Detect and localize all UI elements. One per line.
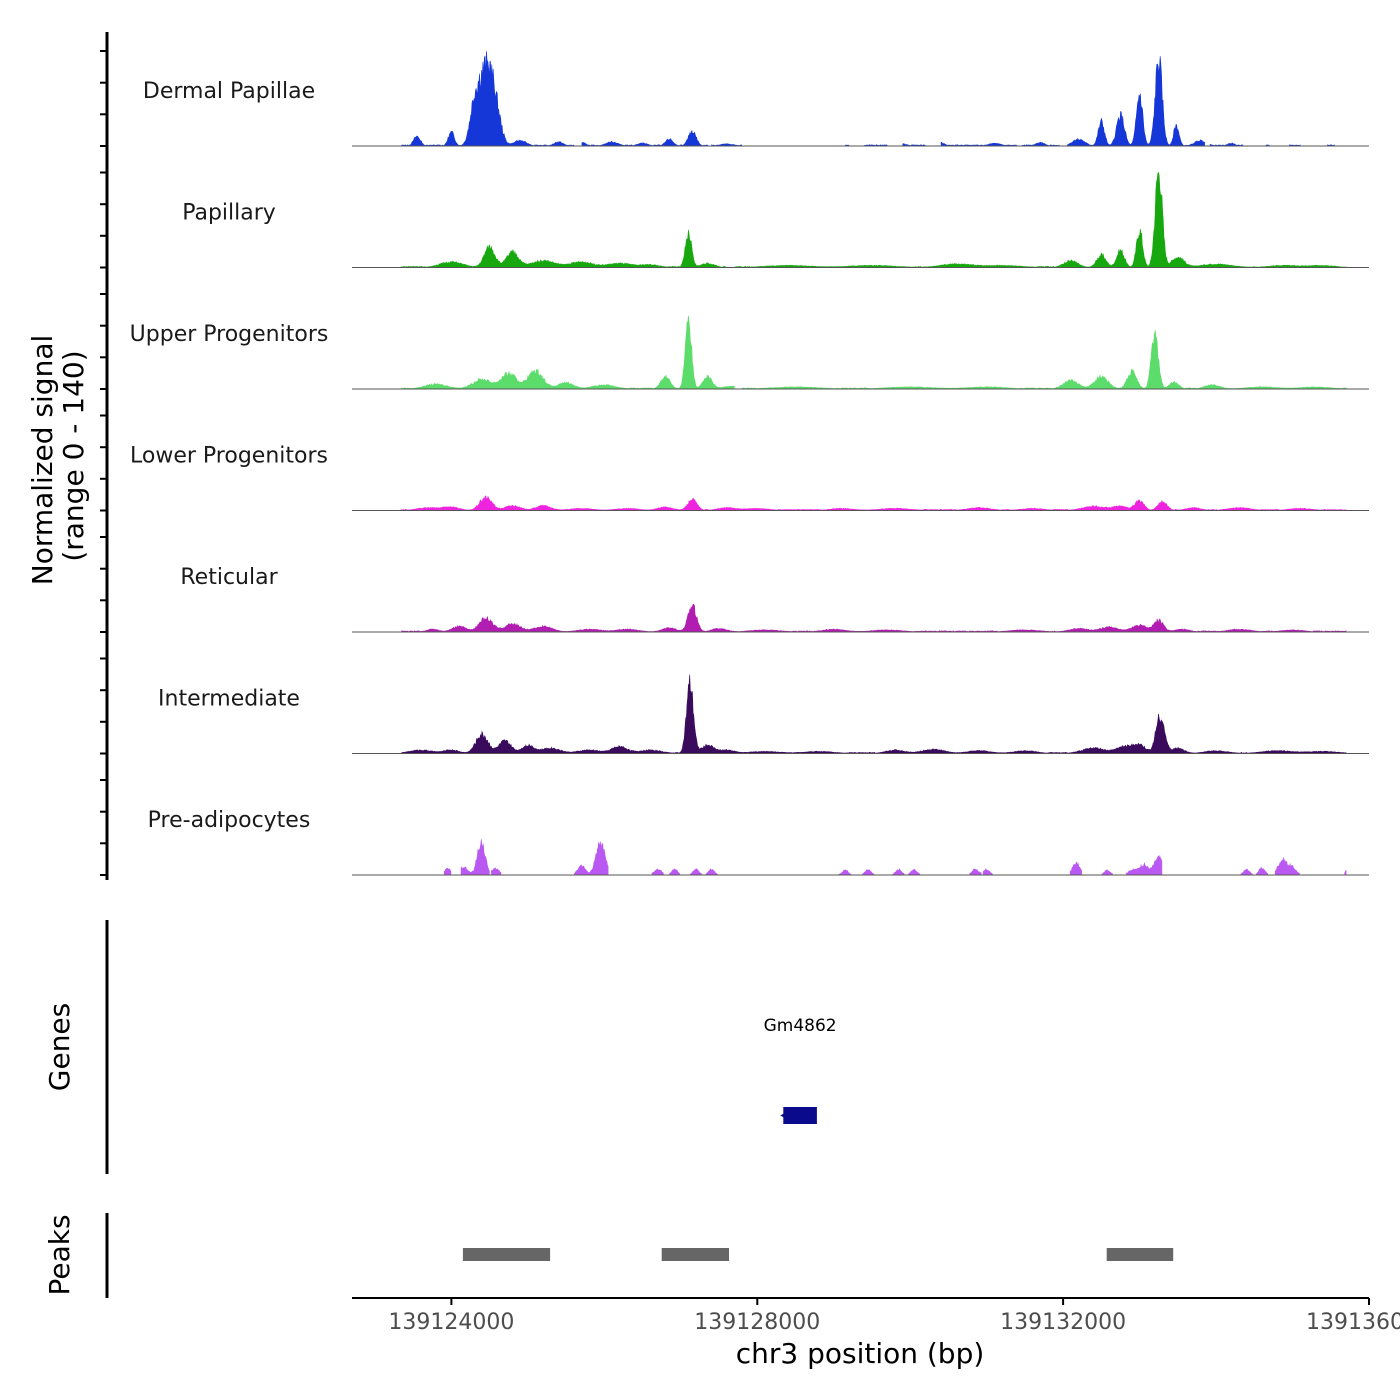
peaks-panel-label: Peaks	[43, 1214, 76, 1295]
track-papillary: Papillary	[182, 172, 1369, 268]
gene-label: Gm4862	[764, 1016, 837, 1036]
track-label: Intermediate	[158, 687, 300, 712]
x-axis-title: chr3 position (bp)	[736, 1337, 985, 1370]
genes-track: Gm4862	[764, 1016, 837, 1124]
x-tick-label: 139124000	[388, 1310, 514, 1335]
x-tick-label: 139132000	[1000, 1310, 1126, 1335]
track-intermediate: Intermediate	[158, 674, 1369, 754]
track-label: Dermal Papillae	[143, 79, 315, 104]
signal-area	[401, 51, 1335, 147]
peak-region	[462, 1248, 551, 1261]
track-upper-progenitors: Upper Progenitors	[130, 315, 1369, 390]
signal-tracks: Dermal Papillae Papillary Upper Progenitor…	[130, 51, 1369, 876]
genes-panel-label: Genes	[43, 1003, 76, 1091]
track-reticular: Reticular	[180, 565, 1369, 633]
track-label: Reticular	[180, 565, 278, 590]
peak-region	[661, 1248, 729, 1261]
x-axis: 139124000 139128000 139132000 139136000	[388, 1298, 1400, 1335]
track-label: Upper Progenitors	[130, 322, 329, 347]
peak-region	[1106, 1248, 1174, 1261]
track-dermal-papillae: Dermal Papillae	[143, 51, 1369, 147]
gene-body	[783, 1107, 817, 1124]
signal-area	[401, 603, 1347, 633]
peaks-track	[462, 1248, 1174, 1261]
signal-area	[401, 495, 1347, 511]
track-label: Papillary	[182, 201, 276, 226]
signal-area	[401, 315, 1347, 390]
signal-area	[401, 172, 1347, 268]
x-tick-label: 139136000	[1306, 1310, 1400, 1335]
signal-area	[443, 839, 1347, 876]
y-axis-title-line1: Normalized signal	[26, 335, 59, 586]
signal-y-axis	[100, 32, 109, 880]
gene-gm4862: Gm4862	[764, 1016, 837, 1124]
signal-area	[401, 674, 1347, 754]
track-lower-progenitors: Lower Progenitors	[130, 444, 1369, 511]
y-axis-title-line2: (range 0 - 140)	[57, 350, 90, 561]
track-label: Pre-adipocytes	[148, 808, 311, 833]
track-label: Lower Progenitors	[130, 444, 328, 469]
gene-strand-arrow	[780, 1111, 789, 1120]
x-tick-label: 139128000	[694, 1310, 820, 1335]
track-pre-adipocytes: Pre-adipocytes	[148, 808, 1369, 876]
